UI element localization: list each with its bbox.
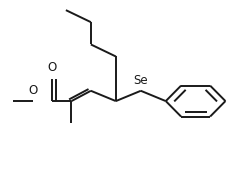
Text: Se: Se	[133, 74, 148, 87]
Text: O: O	[47, 61, 57, 74]
Text: O: O	[28, 84, 37, 97]
